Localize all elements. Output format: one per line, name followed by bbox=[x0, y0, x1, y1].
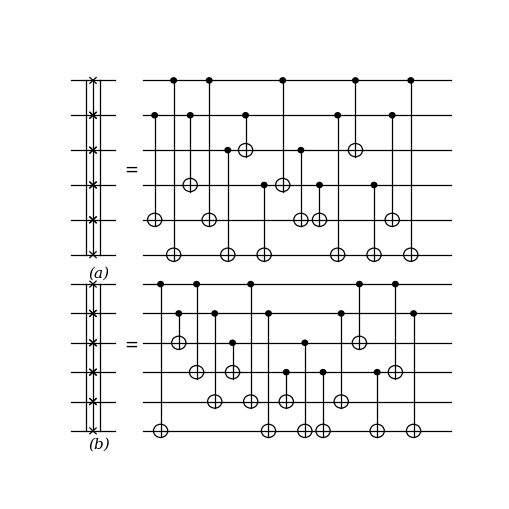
Circle shape bbox=[315, 425, 329, 438]
Circle shape bbox=[225, 366, 239, 379]
Circle shape bbox=[172, 336, 185, 350]
Circle shape bbox=[171, 79, 176, 84]
Circle shape bbox=[338, 312, 343, 317]
Circle shape bbox=[207, 395, 221, 408]
Circle shape bbox=[187, 114, 192, 119]
Circle shape bbox=[279, 79, 285, 84]
Circle shape bbox=[320, 370, 325, 375]
Circle shape bbox=[157, 282, 163, 287]
Circle shape bbox=[147, 214, 161, 227]
Circle shape bbox=[176, 312, 181, 317]
Circle shape bbox=[352, 336, 366, 350]
Circle shape bbox=[283, 370, 289, 375]
Circle shape bbox=[356, 282, 361, 287]
Circle shape bbox=[265, 312, 271, 317]
Circle shape bbox=[238, 144, 252, 157]
Circle shape bbox=[316, 183, 322, 188]
Circle shape bbox=[370, 425, 384, 438]
Circle shape bbox=[392, 282, 398, 287]
Circle shape bbox=[242, 114, 248, 119]
Circle shape bbox=[152, 114, 157, 119]
Circle shape bbox=[387, 366, 402, 379]
Text: (b): (b) bbox=[88, 437, 110, 451]
Circle shape bbox=[301, 341, 307, 346]
Circle shape bbox=[366, 248, 380, 262]
Circle shape bbox=[261, 183, 266, 188]
Circle shape bbox=[374, 370, 379, 375]
Circle shape bbox=[183, 179, 197, 192]
Circle shape bbox=[384, 214, 399, 227]
Circle shape bbox=[410, 312, 415, 317]
Circle shape bbox=[202, 214, 216, 227]
Circle shape bbox=[297, 425, 312, 438]
Circle shape bbox=[212, 312, 217, 317]
Circle shape bbox=[261, 425, 275, 438]
Circle shape bbox=[193, 282, 199, 287]
Circle shape bbox=[330, 248, 344, 262]
Text: $=$: $=$ bbox=[121, 334, 138, 352]
Text: $=$: $=$ bbox=[121, 159, 138, 177]
Circle shape bbox=[257, 248, 271, 262]
Circle shape bbox=[389, 114, 394, 119]
Circle shape bbox=[189, 366, 203, 379]
Circle shape bbox=[243, 395, 258, 408]
Circle shape bbox=[166, 248, 180, 262]
Circle shape bbox=[403, 248, 417, 262]
Circle shape bbox=[220, 248, 235, 262]
Circle shape bbox=[247, 282, 253, 287]
Text: (a): (a) bbox=[89, 267, 109, 280]
Circle shape bbox=[406, 425, 420, 438]
Circle shape bbox=[153, 425, 167, 438]
Circle shape bbox=[348, 144, 362, 157]
Circle shape bbox=[206, 79, 212, 84]
Circle shape bbox=[407, 79, 413, 84]
Circle shape bbox=[229, 341, 235, 346]
Circle shape bbox=[333, 395, 348, 408]
Circle shape bbox=[334, 114, 340, 119]
Circle shape bbox=[224, 148, 230, 153]
Circle shape bbox=[312, 214, 326, 227]
Circle shape bbox=[371, 183, 376, 188]
Circle shape bbox=[352, 79, 357, 84]
Circle shape bbox=[298, 148, 303, 153]
Circle shape bbox=[278, 395, 293, 408]
Circle shape bbox=[293, 214, 307, 227]
Circle shape bbox=[275, 179, 289, 192]
